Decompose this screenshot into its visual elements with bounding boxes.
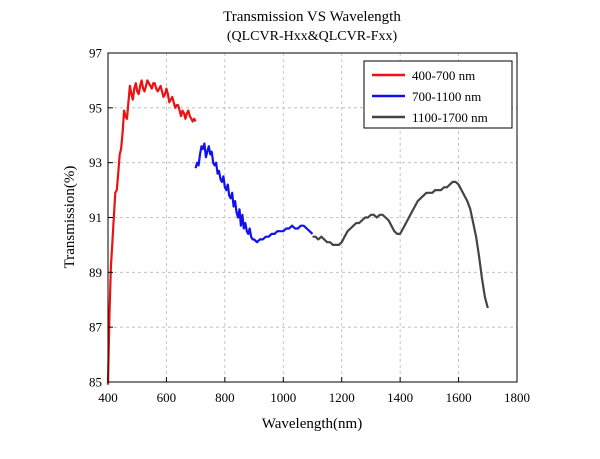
- y-tick-label: 95: [89, 100, 102, 115]
- x-tick-label: 1400: [387, 390, 413, 405]
- x-tick-label: 600: [157, 390, 177, 405]
- x-tick-label: 400: [98, 390, 118, 405]
- series-line-2: [194, 142, 314, 244]
- x-tick-label: 1000: [270, 390, 296, 405]
- y-tick-label: 85: [89, 375, 102, 390]
- x-tick-label: 1800: [504, 390, 530, 405]
- x-tick-label: 800: [215, 390, 235, 405]
- y-tick-label: 91: [89, 210, 102, 225]
- legend-label-3: 1100-1700 nm: [412, 110, 488, 125]
- legend-label-1: 400-700 nm: [412, 68, 475, 83]
- series-layer: [106, 79, 489, 385]
- y-tick-label: 93: [89, 155, 102, 170]
- axis-tick-labels: 400 600 800 1000 1200 1400 1600 1800 85 87 89 91 93 9…: [89, 46, 530, 406]
- legend: 400-700 nm 700-1100 nm 1100-1700 nm: [363, 60, 513, 129]
- series-line-1: [106, 79, 197, 385]
- x-axis-label: Wavelength(nm): [262, 416, 362, 432]
- grid-lines: [108, 53, 517, 382]
- chart-title: Transmission VS Wavelength: [223, 9, 401, 25]
- y-tick-label: 87: [89, 320, 103, 335]
- series-line-3: [312, 180, 489, 309]
- chart-subtitle: (QLCVR-Hxx&QLCVR-Fxx): [227, 29, 398, 44]
- y-tick-label: 97: [89, 46, 103, 61]
- y-axis-label: Transmission(%): [62, 166, 78, 269]
- legend-label-2: 700-1100 nm: [412, 89, 481, 104]
- y-tick-label: 89: [89, 265, 102, 280]
- x-tick-label: 1200: [329, 390, 355, 405]
- axis-ticks: [107, 52, 518, 383]
- x-tick-label: 1600: [446, 390, 472, 405]
